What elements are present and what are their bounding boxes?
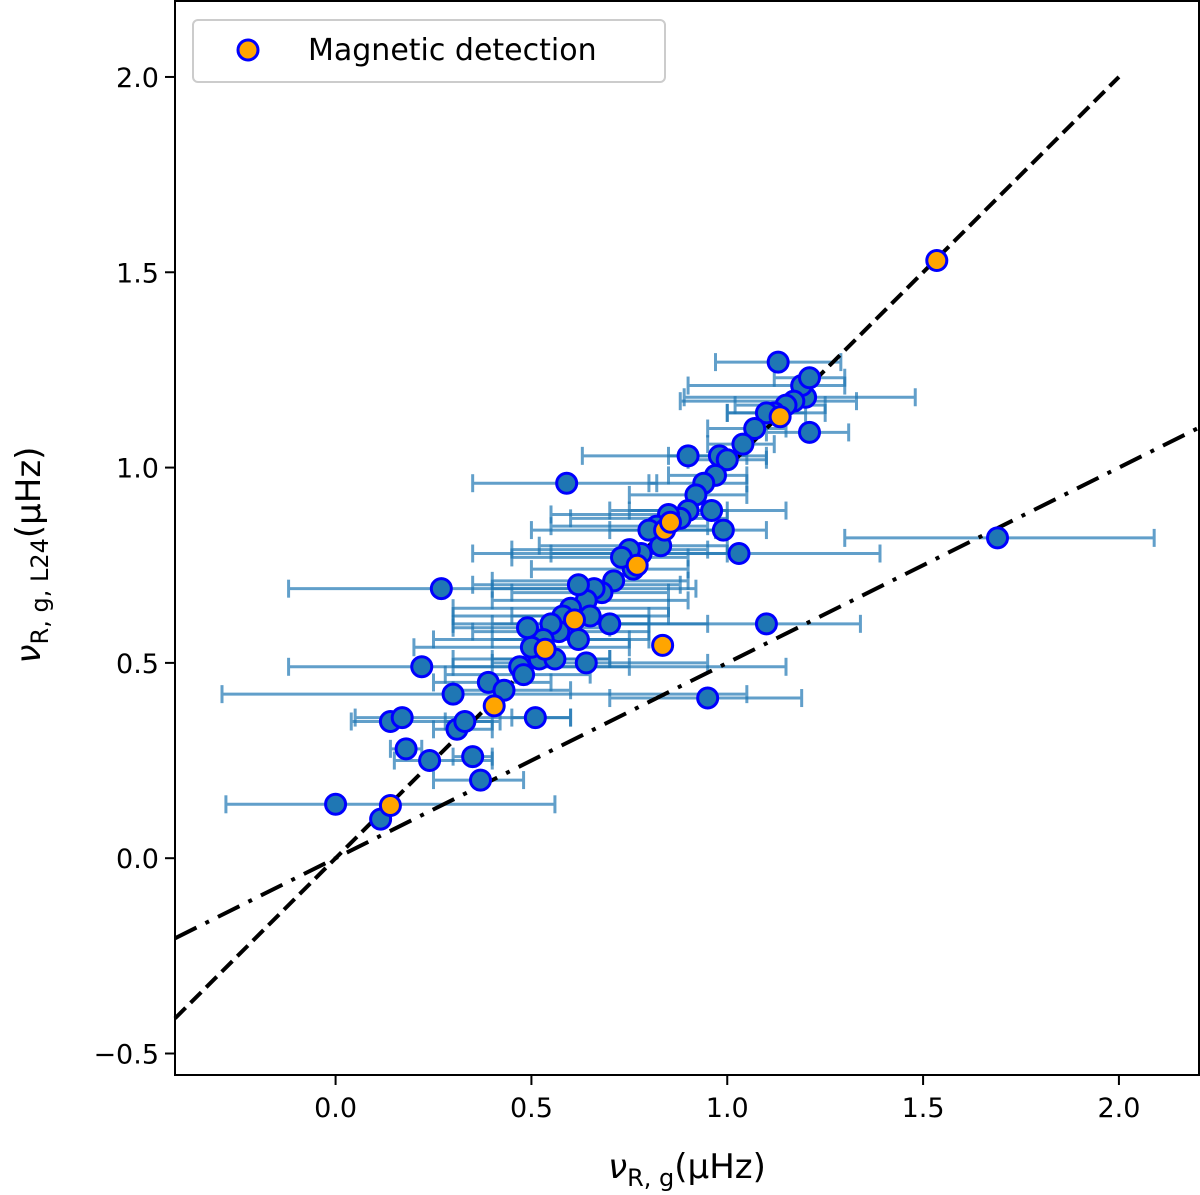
legend-box: [192, 19, 666, 83]
data-point: [676, 444, 700, 468]
y-tick-label: 1.0: [116, 454, 159, 485]
data-point: [469, 768, 493, 792]
data-point: [516, 616, 540, 640]
errorbars: [220, 353, 1156, 829]
y-tick-label: −0.5: [93, 1040, 159, 1071]
errorbar: [686, 376, 847, 395]
errorbar: [678, 392, 859, 411]
data-point: [798, 420, 822, 444]
magnetic-detection-point: [925, 249, 949, 273]
errorbar: [220, 685, 749, 704]
plot-frame: [174, 0, 1200, 1076]
legend: Magnetic detection: [192, 19, 666, 83]
data-point: [566, 573, 590, 597]
errorbar: [510, 540, 710, 559]
data-point: [394, 737, 418, 761]
data-point: [574, 651, 598, 675]
x-tick-label: 0.0: [314, 1093, 357, 1124]
magnetic-detection-point: [482, 694, 506, 718]
legend-marker-magnetic: [236, 38, 260, 62]
x-tick-label: 2.0: [1097, 1093, 1140, 1124]
data-point: [696, 686, 720, 710]
data-point: [324, 792, 348, 816]
data-point: [461, 745, 485, 769]
data-point: [727, 542, 751, 566]
data-point: [555, 471, 579, 495]
errorbar: [471, 544, 729, 563]
magnetic-detection-point: [533, 637, 557, 661]
x-tick-label: 1.0: [706, 1093, 749, 1124]
data-point: [754, 612, 778, 636]
data-point: [700, 499, 724, 523]
x-axis-label: νR, g(μHz): [608, 1147, 766, 1192]
data-point: [390, 706, 414, 730]
errorbar: [510, 548, 690, 567]
data-point: [711, 518, 735, 542]
magnetic-detection-point: [658, 510, 682, 534]
y-tick-label: 1.5: [116, 258, 159, 289]
y-tick-label: 0.0: [116, 844, 159, 875]
data-point: [410, 655, 434, 679]
data-points: [324, 249, 1010, 831]
data-point: [743, 417, 767, 441]
magnetic-detection-point: [378, 793, 402, 817]
x-tick-label: 0.5: [510, 1093, 553, 1124]
data-point: [429, 577, 453, 601]
data-point: [418, 749, 442, 773]
legend-label-magnetic: Magnetic detection: [308, 33, 597, 68]
data-point: [731, 432, 755, 456]
x-tick-label: 1.5: [902, 1093, 945, 1124]
y-axis-ticks: −0.5 0.0 0.5 1.0 1.5 2.0: [93, 63, 175, 1071]
y-axis-label: νR, g, L24(μHz): [9, 447, 54, 664]
magnetic-detection-point: [563, 608, 587, 632]
magnetic-detection-point: [625, 553, 649, 577]
data-point: [798, 366, 822, 390]
y-tick-label: 0.5: [116, 649, 159, 680]
data-point: [766, 350, 790, 374]
x-axis-ticks: 0.0 0.5 1.0 1.5 2.0: [314, 1075, 1140, 1124]
data-point: [566, 627, 590, 651]
data-point: [453, 709, 477, 733]
magnetic-detection-point: [651, 633, 675, 657]
data-point: [598, 612, 622, 636]
data-point: [512, 663, 536, 687]
data-point: [986, 526, 1010, 550]
data-point: [441, 682, 465, 706]
reference-lines: [173, 75, 1200, 1020]
y-tick-label: 2.0: [116, 63, 159, 94]
data-point: [715, 448, 739, 472]
magnetic-detection-point: [768, 405, 792, 429]
data-point: [523, 706, 547, 730]
